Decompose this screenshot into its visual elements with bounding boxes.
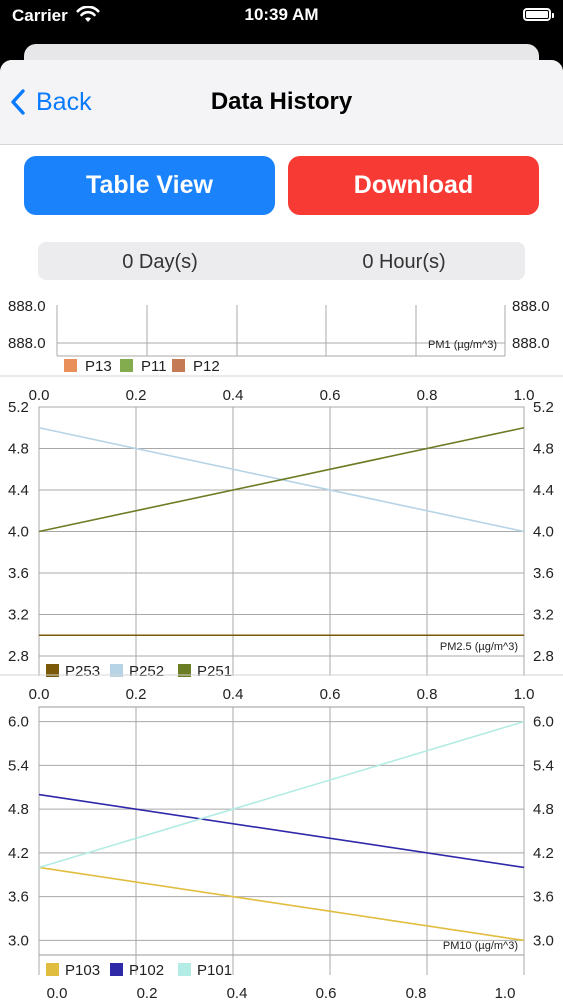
pm25-y-tick-right-6: 5.2: [533, 399, 554, 416]
pm25-y-tick-right-5: 4.8: [533, 441, 554, 458]
carrier-label: Carrier: [12, 6, 68, 25]
pm10-bottom-x-tick-2: 0.4: [227, 985, 248, 1000]
pm10-y-tick-right-4: 5.4: [533, 757, 554, 774]
pm25-x-tick-3: 0.6: [320, 387, 341, 404]
pm10-bottom-x-tick-3: 0.6: [316, 985, 337, 1000]
pm1-y-tick-cut-left: 888.0: [8, 298, 46, 315]
hours-label: 0 Hour(s): [362, 251, 446, 273]
pm25-y-tick-right-4: 4.4: [533, 482, 554, 499]
pm25-x-tick-4: 0.8: [417, 387, 438, 404]
pm10-x-tick-1: 0.2: [126, 686, 147, 703]
pm25-legend-swatch-P251: [178, 664, 191, 677]
pm25-y-tick-left-0: 2.8: [8, 648, 29, 665]
pm10-axis-label: PM10 (µg/m^3): [443, 940, 518, 952]
pm25-legend-swatch-P252: [110, 664, 123, 677]
pm25-y-tick-left-1: 3.2: [8, 607, 29, 624]
pm25-y-tick-left-4: 4.4: [8, 482, 29, 499]
pm1-legend-label-P11: P11: [141, 358, 167, 375]
pm10-x-tick-4: 0.8: [417, 686, 438, 703]
pm25-y-tick-right-2: 3.6: [533, 565, 554, 582]
pm10-bottom-x-tick-4: 0.8: [406, 985, 427, 1000]
pm1-axis-label: PM1 (µg/m^3): [428, 339, 497, 351]
battery-icon: [523, 8, 554, 21]
pm10-y-tick-left-4: 5.4: [8, 757, 29, 774]
pm25-x-tick-5: 1.0: [514, 387, 535, 404]
pm10-y-tick-left-3: 4.8: [8, 801, 29, 818]
pm10-x-tick-3: 0.6: [320, 686, 341, 703]
pm10-bottom-x-tick-0: 0.0: [47, 985, 68, 1000]
pm10-legend-label-P103: P103: [65, 962, 100, 979]
pm25-y-tick-left-2: 3.6: [8, 565, 29, 582]
pm10-y-tick-right-1: 3.6: [533, 889, 554, 906]
pm1-legend-label-P13: P13: [85, 358, 112, 375]
pm10-y-tick-right-2: 4.2: [533, 845, 554, 862]
chevron-left-icon: [11, 89, 25, 115]
days-label: 0 Day(s): [122, 251, 198, 273]
pm10-legend-swatch-P103: [46, 963, 59, 976]
pm1-y-tick-right: 888.0: [512, 335, 550, 352]
pm25-y-tick-right-1: 3.2: [533, 607, 554, 624]
pm10-x-tick-2: 0.4: [223, 686, 244, 703]
pm25-axis-label: PM2.5 (µg/m^3): [440, 641, 518, 653]
pm10-series-P101: [38, 720, 525, 869]
pm10-y-tick-left-5: 6.0: [8, 714, 29, 731]
pm25-y-tick-left-5: 4.8: [8, 441, 29, 458]
table-view-button[interactable]: Table View: [24, 156, 275, 215]
pm25-legend-swatch-P253: [46, 664, 59, 677]
pm1-y-tick-cut-right: 888.0: [512, 298, 550, 315]
pm10-legend-swatch-P102: [110, 963, 123, 976]
pm25-legend-label-P253: P253: [65, 663, 100, 680]
pm10-legend-label-P101: P101: [197, 962, 232, 979]
pm10-y-tick-left-1: 3.6: [8, 889, 29, 906]
pm10-x-tick-5: 1.0: [514, 686, 535, 703]
pm1-legend-label-P12: P12: [193, 358, 220, 375]
back-button[interactable]: Back: [10, 82, 92, 122]
pm25-x-tick-2: 0.4: [223, 387, 244, 404]
pm25-legend-label-P251: P251: [197, 663, 232, 680]
chart-group: 888.0 888.0 888.0 888.0 PM1 (µg/m^3) P13 P11 P1…: [0, 298, 563, 1000]
pm25-y-tick-right-3: 4.0: [533, 524, 554, 541]
pm10-x-tick-0: 0.0: [29, 686, 50, 703]
pm1-legend-swatch-P11: [120, 359, 133, 372]
wifi-icon: [76, 6, 100, 22]
pm10-y-tick-right-3: 4.8: [533, 801, 554, 818]
back-label: Back: [36, 87, 92, 116]
pm10-bottom-x-tick-5: 1.0: [495, 985, 516, 1000]
pm25-y-tick-left-6: 5.2: [8, 399, 29, 416]
pm25-y-tick-left-3: 4.0: [8, 524, 29, 541]
data-history-sheet: Back Data History Table View Download 0 …: [0, 60, 563, 1000]
navigation-bar: Back Data History: [0, 60, 563, 145]
pm10-y-tick-right-0: 3.0: [533, 932, 554, 949]
status-bar: Carrier 10:39 AM: [0, 0, 563, 34]
pm10-series-P102: [38, 793, 525, 869]
duration-display: 0 Day(s) 0 Hour(s): [38, 242, 525, 280]
pm10-legend-label-P102: P102: [129, 962, 164, 979]
pm25-y-tick-right-0: 2.8: [533, 648, 554, 665]
pm1-legend-swatch-P13: [64, 359, 77, 372]
pm25-x-tick-0: 0.0: [29, 387, 50, 404]
pm10-y-tick-left-0: 3.0: [8, 932, 29, 949]
pm10-bottom-x-tick-1: 0.2: [137, 985, 158, 1000]
clock: 10:39 AM: [244, 5, 319, 24]
pm10-legend-swatch-P101: [178, 963, 191, 976]
pm25-series-P251: [38, 426, 525, 533]
page-title: Data History: [210, 88, 353, 115]
pm10-series-P103: [38, 866, 525, 942]
pm25-legend-label-P252: P252: [129, 663, 164, 680]
pm1-y-tick-left: 888.0: [8, 335, 46, 352]
pm25-x-tick-1: 0.2: [126, 387, 147, 404]
pm10-y-tick-right-5: 6.0: [533, 714, 554, 731]
download-button[interactable]: Download: [288, 156, 539, 215]
pm10-y-tick-left-2: 4.2: [8, 845, 29, 862]
pm1-legend-swatch-P12: [172, 359, 185, 372]
